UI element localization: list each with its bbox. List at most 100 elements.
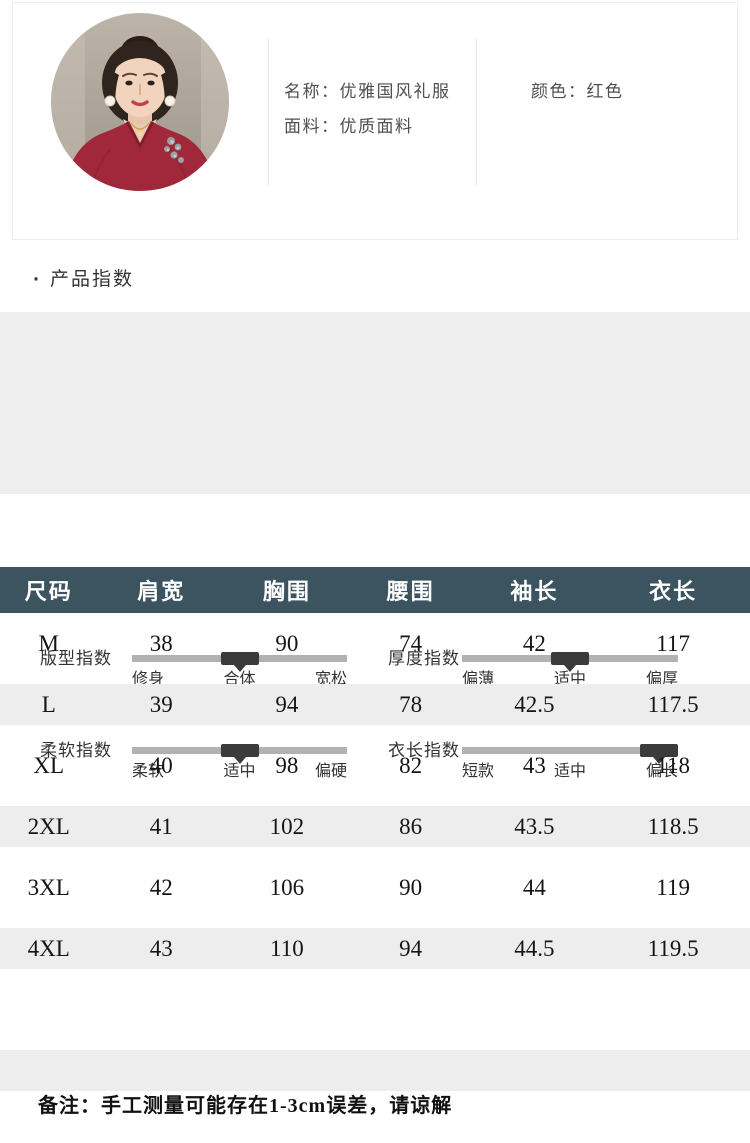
product-name-label: 名称： — [284, 82, 340, 101]
table-cell: 106 — [269, 874, 305, 900]
table-cell: 42 — [149, 874, 173, 900]
table-cell: 119.5 — [596, 918, 750, 979]
slider-level-label: 柔软 — [132, 763, 165, 780]
table-cell: 118 — [656, 752, 690, 778]
table-cell: 42 — [522, 630, 546, 656]
slider-level-label: 偏厚 — [646, 671, 678, 689]
column-header: 腰围 — [348, 567, 473, 613]
table-cell: 90 — [275, 630, 299, 656]
table-cell: 74 — [399, 630, 423, 656]
table-row: 3XL 42 106 90 44 119 — [0, 857, 750, 918]
table-cell: 86 — [348, 796, 473, 857]
table-cell: 98 — [275, 752, 299, 778]
slider-level-label: 短款 — [462, 763, 495, 780]
index-label: 版型指数 — [40, 649, 112, 668]
table-row: M 38 90 74 42 117 — [0, 613, 750, 674]
index-level-labels: 偏薄 适中 偏厚 — [462, 671, 678, 689]
table-cell: 44.5 — [472, 918, 597, 979]
column-header: 肩宽 — [97, 567, 225, 613]
measurement-note: 备注：手工测量可能存在1-3cm误差，请谅解 — [38, 1095, 453, 1117]
table-cell: 2XL — [0, 796, 98, 857]
table-row: XL 40 98 82 43 118 — [0, 735, 750, 796]
product-name-line: 名称：优雅国风礼服 — [284, 81, 451, 103]
table-cell: 119 — [656, 874, 690, 900]
card-divider — [268, 39, 269, 185]
table-cell: 41 — [97, 796, 225, 857]
slider-marker — [220, 744, 259, 764]
table-row: 4XL 43 110 94 44.5 119.5 — [0, 918, 750, 979]
size-table-body: M 38 90 74 42 117 L 39 94 78 42.5 117.5 XL 40 98 82 43 11… — [0, 613, 750, 1101]
table-cell: 94 — [348, 918, 473, 979]
table-cell: 3XL — [27, 874, 70, 900]
product-index-panel: 版型指数 修身 合体 宽松 厚度指数 偏薄 适中 偏厚 柔软指数 — [0, 312, 750, 780]
table-cell: 78 — [348, 674, 473, 735]
table-cell: 39 — [97, 674, 225, 735]
index-level-labels: 修身 合体 宽松 — [132, 671, 347, 689]
index-slider-track — [462, 744, 678, 764]
section-title: 产品指数 — [50, 269, 135, 290]
column-header: 胸围 — [225, 567, 349, 613]
index-slider-track — [132, 652, 347, 672]
index-label: 厚度指数 — [388, 649, 460, 668]
model-photo-illustration — [51, 13, 229, 191]
slider-marker — [220, 652, 259, 672]
slider-marker — [640, 744, 678, 764]
slider-level-label: 偏长 — [645, 763, 678, 780]
table-cell: 38 — [149, 630, 173, 656]
slider-level-label: 适中 — [223, 763, 256, 780]
table-cell: 117.5 — [596, 674, 750, 735]
table-row: L 39 94 78 42.5 117.5 — [0, 674, 750, 735]
index-label: 衣长指数 — [388, 741, 460, 760]
spacer-row — [0, 979, 750, 1040]
table-cell: 117 — [656, 630, 690, 656]
spacer-row — [0, 1040, 750, 1101]
index-level-labels: 短款 适中 偏长 — [462, 763, 678, 781]
slider-level-label: 偏薄 — [462, 671, 494, 689]
slider-marker — [551, 652, 589, 672]
product-photo — [51, 13, 229, 191]
table-cell: 42.5 — [472, 674, 597, 735]
slider-level-label: 偏硬 — [314, 763, 347, 780]
table-row: 2XL 41 102 86 43.5 118.5 — [0, 796, 750, 857]
table-cell: 90 — [399, 874, 423, 900]
index-slider-track — [132, 744, 347, 764]
table-cell: M — [38, 630, 59, 656]
bullet-icon: · — [31, 260, 41, 294]
slider-level-label: 宽松 — [315, 671, 347, 689]
slider-level-label: 适中 — [554, 671, 586, 689]
product-info-card: 名称：优雅国风礼服 面料：优质面料 颜色：红色 — [12, 2, 738, 240]
table-cell: 102 — [225, 796, 349, 857]
product-fabric-line: 面料：优质面料 — [284, 116, 414, 138]
slider-level-label: 修身 — [132, 671, 164, 689]
table-cell: 43 — [97, 918, 225, 979]
table-cell: 118.5 — [596, 796, 750, 857]
index-level-labels: 柔软 适中 偏硬 — [132, 763, 347, 781]
table-cell: 44 — [522, 874, 546, 900]
card-divider — [476, 39, 477, 185]
column-header: 袖长 — [472, 567, 597, 613]
table-cell: 82 — [399, 752, 423, 778]
size-table-header-row: 尺码 肩宽 胸围 腰围 袖长 衣长 — [0, 567, 750, 613]
table-cell: 110 — [225, 918, 349, 979]
product-fabric-label: 面料： — [284, 117, 340, 136]
product-color-line: 颜色：红色 — [531, 81, 624, 103]
column-header: 尺码 — [0, 567, 98, 613]
section-heading: · 产品指数 — [31, 260, 135, 294]
size-table: 尺码 肩宽 胸围 腰围 袖长 衣长 M 38 90 74 42 117 L 39 94 78 42.… — [0, 567, 750, 1101]
table-cell: 43 — [522, 752, 546, 778]
table-cell: XL — [33, 752, 65, 778]
table-cell: L — [0, 674, 98, 735]
slider-level-label: 适中 — [553, 763, 586, 780]
table-cell: 94 — [225, 674, 349, 735]
table-cell: 4XL — [0, 918, 98, 979]
table-cell: 40 — [149, 752, 173, 778]
index-slider-track — [462, 652, 678, 672]
index-label: 柔软指数 — [40, 741, 112, 760]
table-cell: 43.5 — [472, 796, 597, 857]
product-fabric-value: 优质面料 — [339, 117, 414, 136]
product-color-label: 颜色： — [531, 82, 587, 101]
product-color-value: 红色 — [586, 82, 624, 101]
slider-level-label: 合体 — [223, 671, 255, 689]
column-header: 衣长 — [596, 567, 750, 613]
